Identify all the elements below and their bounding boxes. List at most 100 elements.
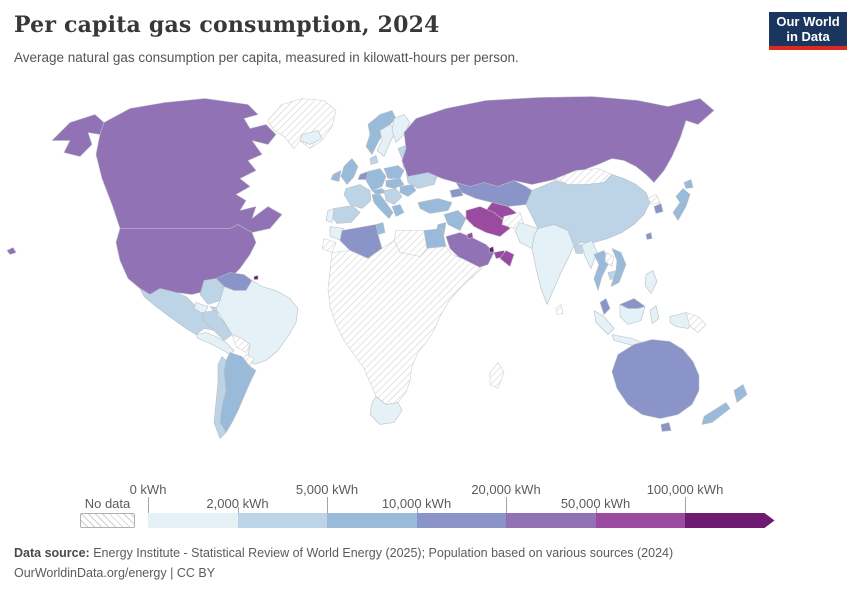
cc-by-link[interactable]: CC BY	[176, 566, 216, 580]
legend-segment[interactable]	[416, 513, 506, 528]
legend-tick	[237, 507, 239, 513]
legend-segment[interactable]	[327, 513, 417, 528]
country-oman[interactable]	[499, 250, 515, 267]
country-philippines[interactable]	[644, 270, 658, 294]
logo-line-2: in Data	[786, 29, 830, 44]
legend-segment[interactable]	[148, 513, 238, 528]
legend-segment[interactable]	[685, 513, 775, 528]
no-data-swatch[interactable]	[80, 513, 135, 528]
country-germany[interactable]	[365, 168, 387, 191]
country-madagascar[interactable]	[489, 362, 505, 389]
region-central-europe[interactable]	[385, 178, 405, 189]
legend-segment[interactable]	[237, 513, 327, 528]
country-romania[interactable]	[399, 184, 417, 197]
country-western-sahara[interactable]	[321, 238, 337, 253]
country-peru[interactable]	[201, 310, 233, 341]
map-legend: No data 0 kWh 2,000 kWh 5,000 kWh 10,000 kW…	[0, 480, 850, 536]
region-iraq-syria[interactable]	[443, 210, 467, 231]
country-new-zealand-north[interactable]	[733, 384, 748, 403]
legend-tick	[685, 497, 686, 513]
country-south-africa[interactable]	[369, 396, 403, 425]
country-portugal[interactable]	[325, 208, 335, 223]
country-kuwait[interactable]	[466, 232, 474, 239]
region-sub-saharan-africa[interactable]	[327, 240, 483, 405]
legend-tick-label: 5,000 kWh	[295, 482, 359, 497]
logo-line-1: Our World	[776, 14, 840, 29]
legend-tick	[327, 497, 328, 513]
country-iran[interactable]	[465, 206, 511, 237]
country-france[interactable]	[343, 184, 372, 209]
region-central-america[interactable]	[195, 332, 235, 355]
country-italy[interactable]	[371, 194, 394, 219]
country-trinidad[interactable]	[253, 275, 259, 280]
country-vietnam[interactable]	[610, 248, 627, 287]
country-malaysia[interactable]	[599, 298, 611, 315]
country-papua-new-guinea[interactable]	[685, 312, 707, 333]
country-poland[interactable]	[383, 165, 405, 179]
country-japan-hokkaido[interactable]	[683, 179, 694, 189]
country-taiwan[interactable]	[645, 232, 653, 240]
country-russia[interactable]	[401, 96, 715, 187]
country-indonesia-sumatra[interactable]	[593, 310, 615, 335]
country-qatar[interactable]	[488, 246, 495, 253]
country-south-korea[interactable]	[653, 203, 664, 214]
data-source-line: Data source: Energy Institute - Statisti…	[14, 543, 673, 563]
country-indonesia-sulawesi[interactable]	[649, 305, 660, 324]
country-denmark[interactable]	[369, 155, 379, 165]
country-bolivia[interactable]	[231, 334, 251, 353]
region-balkans[interactable]	[383, 188, 403, 205]
link-separator: |	[166, 566, 177, 580]
link-line: OurWorldinData.org/energy | CC BY	[14, 563, 673, 583]
legend-tick	[595, 507, 597, 513]
data-source-label: Data source:	[14, 546, 90, 560]
legend-tick	[148, 497, 149, 513]
legend-tick-label: 10,000 kWh	[381, 496, 452, 511]
country-australia[interactable]	[611, 339, 700, 419]
region-caucasus[interactable]	[449, 188, 464, 198]
country-chile[interactable]	[213, 356, 227, 439]
legend-tick-label: 100,000 kWh	[646, 482, 724, 497]
data-source-text: Energy Institute - Statistical Review of…	[89, 546, 674, 560]
country-ireland[interactable]	[330, 170, 342, 182]
owid-url-link[interactable]: OurWorldinData.org/energy	[14, 566, 167, 580]
country-uk[interactable]	[340, 158, 359, 185]
country-brazil[interactable]	[215, 280, 299, 365]
country-alaska-usa[interactable]	[51, 114, 105, 157]
country-myanmar[interactable]	[581, 240, 598, 269]
country-iceland[interactable]	[299, 130, 323, 145]
legend-tick-label: 20,000 kWh	[471, 482, 541, 497]
legend-tick-label: 0 kWh	[129, 482, 167, 497]
country-sweden[interactable]	[376, 124, 397, 157]
country-laos[interactable]	[604, 252, 615, 267]
country-india[interactable]	[531, 224, 577, 305]
country-sri-lanka[interactable]	[555, 304, 564, 315]
world-map[interactable]	[0, 80, 850, 475]
chart-subtitle: Average natural gas consumption per capi…	[14, 50, 519, 65]
country-bangladesh[interactable]	[573, 244, 584, 254]
country-australia-tasmania[interactable]	[660, 422, 672, 432]
country-hawaii-usa[interactable]	[6, 247, 17, 255]
country-greece[interactable]	[391, 204, 405, 217]
chart-footer: Data source: Energy Institute - Statisti…	[14, 543, 673, 583]
page-title: Per capita gas consumption, 2024	[14, 12, 440, 38]
country-japan[interactable]	[672, 188, 691, 221]
legend-tick	[506, 497, 507, 513]
owid-logo[interactable]: Our World in Data	[769, 12, 847, 50]
country-spain[interactable]	[329, 205, 361, 224]
country-turkey[interactable]	[417, 198, 453, 214]
legend-tick	[416, 507, 418, 513]
country-egypt[interactable]	[423, 228, 447, 249]
legend-tick-label: 2,000 kWh	[206, 496, 269, 511]
legend-segment[interactable]	[595, 513, 685, 528]
country-malaysia-borneo[interactable]	[619, 298, 646, 309]
country-tunisia[interactable]	[375, 222, 386, 235]
country-north-korea[interactable]	[647, 194, 661, 205]
legend-segment[interactable]	[506, 513, 596, 528]
country-china[interactable]	[525, 174, 651, 247]
country-canada[interactable]	[95, 98, 283, 233]
world-map-svg	[6, 96, 748, 439]
no-data-label: No data	[84, 496, 131, 511]
legend-tick-label: 50,000 kWh	[560, 496, 631, 511]
country-new-zealand-south[interactable]	[701, 402, 731, 425]
